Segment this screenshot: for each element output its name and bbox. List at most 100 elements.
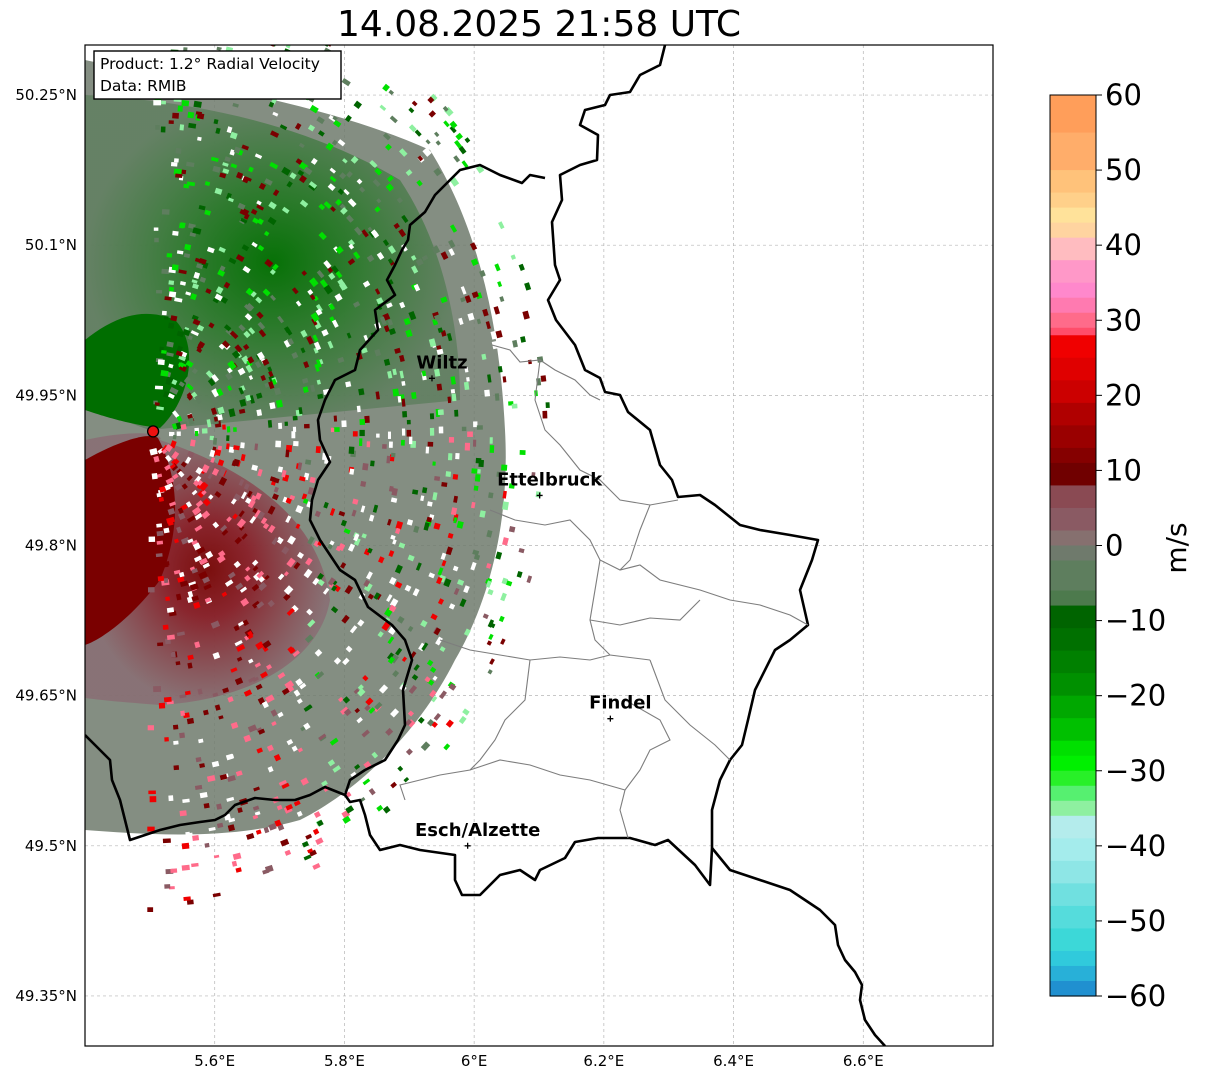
speckle	[234, 677, 244, 686]
speckle	[170, 161, 178, 167]
speckle	[387, 431, 391, 439]
speckle	[426, 659, 434, 667]
canton-boundary	[589, 559, 651, 661]
speckle	[522, 310, 530, 320]
speckle	[327, 759, 336, 767]
speckle	[298, 476, 306, 482]
speckle	[470, 561, 477, 571]
speckle	[526, 575, 533, 584]
speckle	[228, 408, 236, 418]
speckle	[234, 344, 243, 353]
speckle	[181, 100, 190, 107]
speckle	[209, 886, 219, 894]
speckle	[197, 688, 203, 695]
speckle	[216, 822, 224, 829]
speckle	[453, 517, 458, 524]
speckle	[156, 479, 164, 486]
speckle	[238, 324, 246, 332]
speckle	[301, 270, 308, 276]
speckle	[243, 343, 250, 351]
speckle	[241, 533, 248, 540]
speckle	[283, 593, 291, 601]
speckle	[363, 334, 369, 341]
velocity-core-red	[85, 436, 176, 645]
speckle	[245, 287, 254, 296]
speckle	[481, 353, 487, 360]
speckle	[369, 821, 378, 830]
speckle	[183, 183, 190, 189]
speckle	[333, 427, 340, 432]
colorbar-band	[1050, 485, 1096, 509]
speckle	[309, 277, 319, 288]
speckle	[313, 341, 322, 351]
speckle	[243, 304, 252, 312]
speckle	[310, 384, 316, 393]
speckle	[291, 431, 296, 439]
speckle	[392, 368, 397, 376]
speckle	[518, 263, 525, 271]
speckle	[247, 356, 255, 364]
speckle	[286, 607, 295, 616]
speckle	[195, 263, 204, 270]
speckle	[299, 682, 307, 690]
speckle	[376, 433, 380, 438]
speckle	[202, 562, 210, 569]
speckle	[205, 288, 212, 295]
speckle	[175, 173, 183, 179]
speckle	[285, 497, 292, 505]
colorbar-band	[1050, 207, 1096, 224]
speckle	[502, 320, 510, 329]
speckle	[390, 534, 396, 541]
speckle	[243, 483, 250, 490]
speckle	[376, 297, 384, 305]
speckle	[278, 422, 283, 429]
speckle	[362, 463, 369, 471]
speckle	[464, 442, 471, 451]
speckle	[303, 568, 313, 579]
speckle	[358, 438, 363, 447]
speckle	[273, 486, 279, 493]
speckle	[171, 264, 179, 271]
speckle	[195, 756, 202, 763]
speckle	[420, 619, 428, 628]
speckle	[254, 662, 261, 668]
speckle	[325, 142, 334, 151]
speckle	[387, 319, 394, 326]
canton-boundary	[619, 699, 671, 839]
speckle	[161, 209, 170, 215]
speckle	[166, 352, 174, 357]
speckle	[276, 804, 283, 811]
speckle	[303, 423, 310, 429]
speckle	[289, 172, 297, 180]
speckle	[428, 572, 436, 579]
speckle	[345, 805, 355, 814]
speckle	[493, 306, 501, 315]
speckle	[229, 149, 236, 156]
speckle	[439, 646, 446, 652]
speckle	[370, 229, 380, 239]
speckle	[218, 343, 225, 350]
speckle	[358, 388, 365, 396]
speckle	[322, 587, 330, 595]
speckle	[333, 415, 338, 422]
speckle	[452, 473, 459, 480]
speckle	[433, 167, 442, 177]
map-frame	[84, 44, 994, 1047]
speckle	[311, 318, 318, 326]
speckle	[177, 470, 185, 478]
speckle	[338, 510, 346, 517]
speckle	[474, 474, 481, 482]
colorbar-tick-label: 0	[1105, 529, 1123, 563]
speckle	[410, 255, 417, 261]
speckle	[165, 378, 172, 386]
speckle	[180, 461, 187, 468]
colorbar-band	[1050, 560, 1096, 592]
speckle	[250, 208, 258, 216]
country-borders	[85, 45, 886, 1046]
speckle	[191, 862, 199, 868]
speckle	[235, 867, 242, 873]
speckle	[169, 431, 175, 437]
speckle	[317, 393, 324, 400]
speckle	[319, 279, 329, 289]
speckle	[157, 47, 166, 51]
